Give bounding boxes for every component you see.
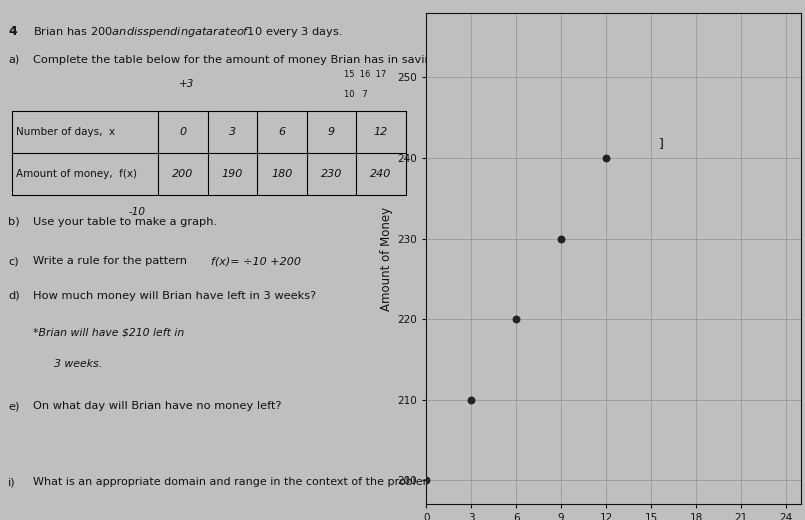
Text: a): a) <box>8 55 19 65</box>
Text: +3: +3 <box>179 79 194 89</box>
Text: 3 weeks.: 3 weeks. <box>54 359 102 369</box>
Text: c): c) <box>8 256 19 266</box>
Text: 180: 180 <box>271 169 292 179</box>
Text: 190: 190 <box>221 169 243 179</box>
Text: What is an appropriate domain and range in the context of the problem?: What is an appropriate domain and range … <box>33 477 440 487</box>
Text: Number of days,  x: Number of days, x <box>16 127 116 137</box>
Text: d): d) <box>8 291 20 301</box>
Text: 9: 9 <box>328 127 335 137</box>
Text: Amount of money,  f(x): Amount of money, f(x) <box>16 169 138 179</box>
Text: 0: 0 <box>180 127 186 137</box>
Point <box>555 235 568 243</box>
Text: f(x)= ÷10 +200: f(x)= ÷10 +200 <box>211 256 301 266</box>
Text: 240: 240 <box>370 169 392 179</box>
Text: 3: 3 <box>229 127 236 137</box>
Text: 12: 12 <box>374 127 388 137</box>
Text: 6: 6 <box>279 127 286 137</box>
Text: 10   7: 10 7 <box>344 89 367 99</box>
Text: i): i) <box>8 477 16 487</box>
Text: 15  16  17: 15 16 17 <box>344 70 386 79</box>
Text: Use your table to make a graph.: Use your table to make a graph. <box>33 217 217 227</box>
Y-axis label: Amount of Money: Amount of Money <box>380 206 393 311</box>
Text: 230: 230 <box>320 169 342 179</box>
Text: 4: 4 <box>8 25 17 38</box>
Text: e): e) <box>8 401 19 411</box>
Text: *Brian will have $210 left in: *Brian will have $210 left in <box>33 328 184 337</box>
Point <box>600 154 613 162</box>
Text: How much money will Brian have left in 3 weeks?: How much money will Brian have left in 3… <box>33 291 316 301</box>
Text: -10: -10 <box>128 207 145 217</box>
Point <box>419 476 432 485</box>
Text: Write a rule for the pattern: Write a rule for the pattern <box>33 256 187 266</box>
Text: Complete the table below for the amount of money Brian has in savings.: Complete the table below for the amount … <box>33 55 448 65</box>
Text: 200: 200 <box>172 169 193 179</box>
Text: On what day will Brian have no money left?: On what day will Brian have no money lef… <box>33 401 282 411</box>
Point <box>510 315 522 323</box>
Text: ]: ] <box>658 137 663 150</box>
Text: Brian has $200 and is spending at a rate of $10 every 3 days.: Brian has $200 and is spending at a rate… <box>33 25 343 40</box>
Point <box>464 396 477 404</box>
Text: b): b) <box>8 217 20 227</box>
